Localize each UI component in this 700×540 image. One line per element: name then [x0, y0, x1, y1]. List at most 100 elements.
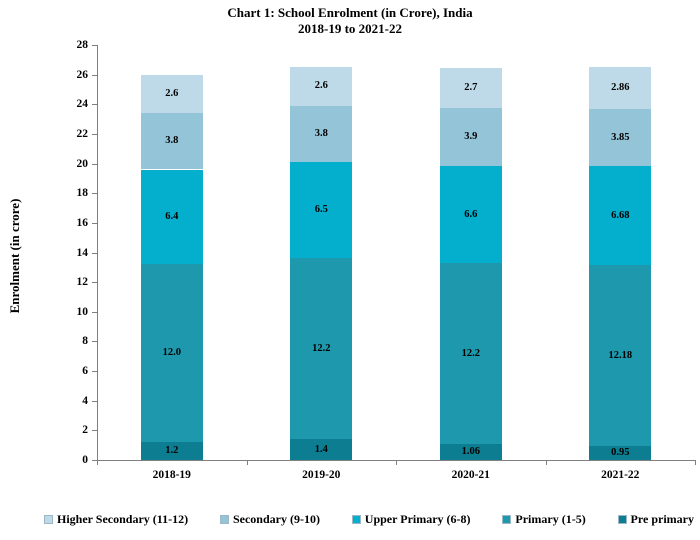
legend-swatch-icon [502, 515, 512, 524]
legend-item-secondary-9-10: Secondary (9-10) [219, 512, 320, 527]
legend-item-pre-primary: Pre primary [617, 512, 694, 527]
bar-segment-primary-1-5: 12.0 [140, 264, 203, 443]
bar-segment-value-label: 12.18 [608, 349, 633, 361]
legend-item-higher-secondary-11-12: Higher Secondary (11-12) [44, 512, 188, 527]
legend-label: Secondary (9-10) [232, 512, 320, 526]
y-axis-tick-label: 8 [82, 335, 88, 348]
y-axis-tick-label: 4 [82, 394, 88, 407]
bar-segment-value-label: 3.8 [165, 135, 179, 147]
y-axis-tick [92, 133, 97, 135]
y-axis-tick [92, 400, 97, 402]
y-axis-tick [92, 371, 97, 373]
bar-segment-value-label: 3.9 [464, 130, 478, 142]
y-axis-tick [92, 104, 97, 106]
bar-segment-value-label: 12.2 [312, 342, 331, 354]
y-axis-tick-label: 20 [76, 157, 89, 170]
bar-segment-value-label: 1.06 [461, 446, 480, 458]
legend-label: Upper Primary (6-8) [364, 512, 471, 526]
bar-segment-secondary-9-10: 3.85 [589, 109, 652, 167]
bar-segment-value-label: 6.4 [165, 210, 179, 222]
y-axis-tick-label: 16 [76, 216, 89, 229]
bar-segment-primary-1-5: 12.2 [439, 263, 502, 445]
bar-segment-value-label: 12.0 [162, 347, 181, 359]
y-axis-tick [92, 311, 97, 313]
bar-segment-pre-primary: 1.06 [439, 444, 502, 460]
y-axis-tick [92, 460, 97, 461]
bar-segment-value-label: 2.86 [611, 82, 630, 94]
x-axis-tick [246, 460, 248, 465]
x-axis-category-label: 2020-21 [451, 469, 490, 481]
y-axis-tick-label: 14 [76, 246, 89, 259]
bar-segment-higher-secondary-11-12: 2.86 [589, 66, 652, 110]
legend-item-primary-1-5: Primary (1-5) [502, 512, 586, 527]
y-axis-tick-label: 26 [76, 68, 89, 81]
legend-label: Higher Secondary (11-12) [57, 512, 189, 526]
x-axis-tick [545, 460, 547, 465]
y-axis-tick [92, 45, 97, 46]
x-axis-category-label: 2018-19 [152, 469, 191, 481]
bar-segment-upper-primary-6-8: 6.68 [589, 166, 652, 266]
bar-segment-value-label: 0.95 [611, 446, 630, 458]
y-axis-tick-label: 0 [82, 454, 88, 466]
bar-segment-pre-primary: 0.95 [589, 445, 652, 460]
legend-swatch-icon [219, 515, 229, 524]
y-axis-tick-label: 6 [82, 365, 88, 378]
chart-title-line2: 2018-19 to 2021-22 [298, 21, 402, 36]
legend-swatch-icon [617, 515, 627, 524]
x-axis-category-label: 2021-22 [601, 469, 640, 481]
bar-segment-value-label: 1.2 [165, 445, 179, 457]
x-axis-tick [396, 460, 397, 465]
y-axis-tick [92, 74, 97, 76]
bar-segment-higher-secondary-11-12: 2.7 [439, 67, 502, 108]
y-axis-tick [92, 430, 97, 432]
chart-title: Chart 1: School Enrolment (in Crore), In… [0, 5, 700, 37]
bar-segment-value-label: 3.85 [611, 131, 630, 143]
legend: Higher Secondary (11-12) Secondary (9-10)… [44, 512, 694, 527]
bar-segment-value-label: 6.68 [611, 209, 630, 221]
y-axis-line [97, 45, 98, 461]
bar-segment-secondary-9-10: 3.8 [140, 113, 203, 170]
bar-segment-primary-1-5: 12.18 [589, 265, 652, 446]
bar-segment-pre-primary: 1.4 [290, 439, 353, 460]
legend-label: Primary (1-5) [515, 512, 586, 526]
bar-segment-secondary-9-10: 3.8 [290, 105, 353, 163]
x-axis-category-label: 2019-20 [302, 469, 341, 481]
y-axis-tick [92, 222, 97, 224]
y-axis-tick [92, 252, 97, 254]
y-axis-tick-label: 10 [76, 305, 89, 318]
y-axis-tick [92, 193, 97, 195]
y-axis-tick-label: 22 [76, 127, 89, 140]
y-axis-tick-label: 2 [82, 424, 88, 437]
bar-segment-value-label: 6.5 [314, 204, 328, 216]
y-axis-title: Enrolment (in crore) [7, 198, 22, 314]
y-axis-tick-label: 28 [76, 39, 89, 51]
legend-swatch-icon [351, 515, 361, 524]
bar-segment-value-label: 1.4 [314, 443, 328, 455]
bar-segment-upper-primary-6-8: 6.5 [290, 162, 353, 259]
bar-segment-value-label: 6.6 [464, 208, 478, 220]
bar-segment-upper-primary-6-8: 6.6 [439, 165, 502, 264]
y-axis-tick-label: 18 [76, 187, 89, 200]
y-axis-tick [92, 163, 97, 165]
bar-segment-value-label: 3.8 [314, 127, 328, 139]
chart-title-line1: Chart 1: School Enrolment (in Crore), In… [227, 5, 473, 20]
y-axis-tick-label: 12 [76, 276, 89, 289]
y-axis-tick [92, 341, 97, 343]
bar-segment-value-label: 2.6 [314, 80, 328, 92]
bar-segment-higher-secondary-11-12: 2.6 [140, 74, 203, 114]
bar-segment-upper-primary-6-8: 6.4 [140, 169, 203, 265]
x-axis-tick [695, 460, 696, 465]
legend-item-upper-primary-6-8: Upper Primary (6-8) [351, 512, 471, 527]
legend-label: Pre primary [630, 512, 694, 526]
y-axis-tick-label: 24 [76, 98, 89, 111]
x-axis-tick [97, 460, 98, 465]
bar-segment-pre-primary: 1.2 [140, 442, 203, 460]
bar-segment-higher-secondary-11-12: 2.6 [290, 67, 353, 106]
bar-segment-value-label: 2.6 [165, 87, 179, 99]
bar-segment-primary-1-5: 12.2 [290, 258, 353, 440]
bar-segment-value-label: 12.2 [461, 347, 480, 359]
y-axis-tick [92, 282, 97, 284]
bar-segment-secondary-9-10: 3.9 [439, 107, 502, 166]
bar-segment-value-label: 2.7 [464, 81, 478, 93]
